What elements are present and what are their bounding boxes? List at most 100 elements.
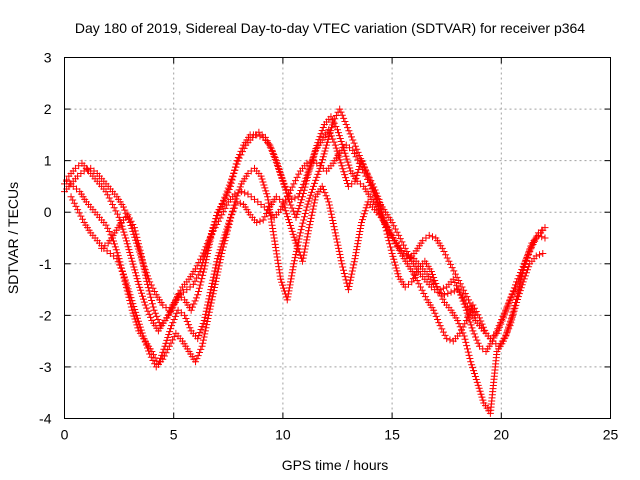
data-point-plus (463, 342, 471, 350)
data-point-plus (287, 201, 295, 209)
data-point-plus (210, 287, 218, 295)
data-point-plus (148, 297, 156, 305)
data-point-plus (163, 314, 171, 322)
data-point-plus (134, 278, 142, 286)
data-point-plus (353, 246, 361, 254)
data-point-plus (69, 196, 77, 204)
data-point-plus (505, 320, 513, 328)
data-point-plus (116, 258, 124, 266)
plot-frame (64, 57, 611, 419)
data-point-plus (218, 199, 226, 207)
data-point-plus (159, 348, 167, 356)
data-point-plus (288, 204, 296, 212)
data-point-plus (396, 235, 404, 243)
data-point-plus (228, 210, 236, 218)
data-point-plus (441, 331, 449, 339)
data-point-plus (213, 220, 221, 228)
data-point-plus (529, 240, 537, 248)
data-point-plus (102, 221, 110, 229)
data-point-plus (311, 147, 319, 155)
data-point-plus (104, 191, 112, 199)
data-point-plus (219, 237, 227, 245)
data-point-plus (389, 252, 397, 260)
data-point-plus (278, 173, 286, 181)
data-point-plus (311, 179, 319, 187)
data-point-plus (519, 262, 527, 270)
data-point-plus (207, 286, 215, 294)
data-point-plus (157, 354, 165, 362)
data-point-plus (506, 296, 514, 304)
data-point-plus (360, 169, 368, 177)
data-point-plus (505, 299, 513, 307)
data-point-plus (206, 292, 214, 300)
data-point-plus (474, 381, 482, 389)
data-point-plus (470, 330, 478, 338)
data-point-plus (70, 199, 78, 207)
data-point-plus (288, 227, 296, 235)
data-point-plus (376, 210, 384, 218)
data-point-plus (274, 256, 282, 264)
data-point-plus (476, 387, 484, 395)
data-point-plus (312, 176, 320, 184)
data-point-plus (460, 332, 468, 340)
data-point-plus (361, 207, 369, 215)
data-point-plus (341, 117, 349, 125)
data-point-plus (218, 240, 226, 248)
data-point-plus (134, 245, 142, 253)
data-point-plus (127, 303, 135, 311)
data-point-plus (226, 216, 234, 224)
data-point-plus (401, 244, 409, 252)
data-point-plus (208, 279, 216, 287)
data-point-plus (203, 240, 211, 248)
data-point-plus (294, 207, 302, 215)
data-point-plus (215, 262, 223, 270)
data-point-plus (129, 309, 137, 317)
data-point-plus (214, 252, 222, 260)
data-point-plus (504, 323, 512, 331)
data-point-plus (308, 211, 316, 219)
data-point-plus (511, 302, 519, 310)
data-point-plus (477, 390, 485, 398)
data-point-plus (143, 304, 151, 312)
data-point-plus (205, 237, 213, 245)
data-point-plus (370, 188, 378, 196)
data-point-plus (122, 280, 130, 288)
data-point-plus (357, 155, 365, 163)
data-point-plus (304, 230, 312, 238)
data-point-plus (281, 182, 289, 190)
data-point-plus (160, 345, 168, 353)
data-point-plus (337, 159, 345, 167)
data-point-plus (137, 254, 145, 262)
data-point-plus (404, 251, 412, 259)
data-point-plus (300, 248, 308, 256)
data-point-plus (193, 262, 201, 270)
data-point-plus (279, 281, 287, 289)
data-point-plus (333, 238, 341, 246)
data-point-plus (388, 249, 396, 257)
data-point-plus (520, 259, 528, 267)
data-point-plus (313, 173, 321, 181)
data-point-plus (309, 182, 317, 190)
data-point-plus (438, 325, 446, 333)
data-point-plus (282, 196, 290, 204)
data-point-plus (83, 166, 91, 174)
data-point-plus (79, 215, 87, 223)
data-point-plus (213, 274, 221, 282)
data-point-plus (105, 194, 113, 202)
data-point-plus (147, 281, 155, 289)
data-point-plus (169, 336, 177, 344)
data-point-plus (398, 238, 406, 246)
data-point-plus (336, 251, 344, 259)
data-point-plus (312, 144, 320, 152)
data-point-plus (300, 251, 308, 259)
data-point-plus (310, 199, 318, 207)
data-point-plus (285, 216, 293, 224)
data-point-plus (350, 139, 358, 147)
data-point-plus (263, 210, 271, 218)
data-marks (61, 105, 549, 417)
data-point-plus (196, 268, 204, 276)
data-point-plus (447, 260, 455, 268)
data-point-plus (293, 242, 301, 250)
data-point-plus (439, 328, 447, 336)
data-point-plus (434, 315, 442, 323)
